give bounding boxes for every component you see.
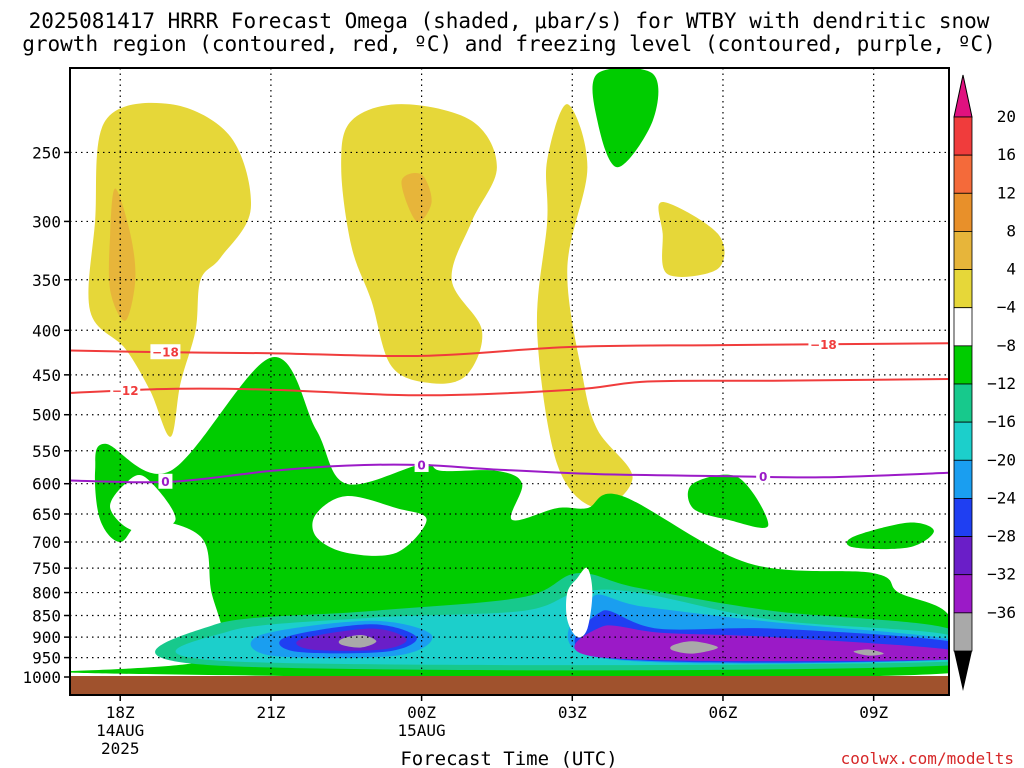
colorbar-bottom-arrow — [954, 651, 972, 691]
y-tick-label-400: 400 — [32, 321, 61, 340]
y-tick-label-850: 850 — [32, 607, 61, 626]
x-tick-label-0-2: 2025 — [101, 739, 140, 758]
x-tick-label-15-0: 09Z — [859, 703, 888, 722]
x-tick-label-12-0: 06Z — [709, 703, 738, 722]
contour-0 — [70, 463, 949, 484]
y-tick-label-900: 900 — [32, 628, 61, 647]
y-tick-label-800: 800 — [32, 584, 61, 603]
colorbar-label-8: −16 — [987, 412, 1016, 431]
y-tick-label-600: 600 — [32, 475, 61, 494]
omega-region-17 — [338, 634, 377, 648]
y-tick-label-750: 750 — [32, 559, 61, 578]
x-tick-label-6-1: 15AUG — [398, 721, 446, 740]
colorbar-swatch-0 — [953, 116, 973, 156]
colorbar-label-3: 8 — [1006, 221, 1016, 240]
plot-area: −18 −18 −12 0 0 0 — [69, 67, 950, 696]
ground-surface — [70, 676, 949, 695]
x-tick-label-3-0: 21Z — [256, 703, 285, 722]
colorbar-swatch-5 — [953, 307, 973, 347]
colorbar-label-7: −12 — [987, 374, 1016, 393]
contour-label-bg--18-0 — [150, 344, 181, 360]
contour-label-bg--12-0 — [110, 382, 141, 398]
y-tick-label-700: 700 — [32, 533, 61, 552]
contour-label-bg--18-1 — [808, 336, 839, 352]
colorbar-label-12: −32 — [987, 565, 1016, 584]
y-tick-label-500: 500 — [32, 406, 61, 425]
omega-island-1 — [687, 474, 769, 528]
x-tick-label-0-0: 18Z — [106, 703, 135, 722]
omega-region-2 — [341, 104, 497, 384]
omega-region-0 — [88, 102, 252, 437]
contour-label-bg-0-1 — [414, 456, 429, 472]
colorbar-label-2: 12 — [997, 183, 1016, 202]
omega-region-4 — [536, 104, 633, 509]
colorbar-swatch-2 — [953, 192, 973, 232]
y-tick-label-650: 650 — [32, 505, 61, 524]
omega-region-8 — [70, 357, 949, 679]
contour-label--12-0: −12 — [112, 384, 139, 398]
contour--12 — [70, 378, 949, 397]
y-tick-label-550: 550 — [32, 442, 61, 461]
colorbar-swatch-6 — [953, 345, 973, 385]
colorbar-label-6: −8 — [997, 336, 1016, 355]
contour-label--18-1: −18 — [810, 338, 837, 352]
y-tick-label-300: 300 — [32, 212, 61, 231]
y-tick-label-1000: 1000 — [22, 668, 61, 687]
y-axis: 250 300 350 400 450 500 550 600 650 700 750 800 850 9… — [22, 143, 70, 687]
colorbar-swatch-9 — [953, 459, 973, 499]
omega-region-3 — [401, 173, 432, 222]
contour-label-bg-0-0 — [158, 473, 173, 489]
omega-hole-1 — [110, 475, 176, 532]
site-credit: coolwx.com/modelts — [841, 749, 1014, 768]
chart-title-line-1: 2025081417 HRRR Forecast Omega (shaded, … — [29, 9, 990, 33]
colorbar-swatch-7 — [953, 383, 973, 423]
contour-label--18-0: −18 — [152, 346, 179, 360]
colorbar-swatch-13 — [953, 612, 973, 652]
contour-label-0-1: 0 — [417, 458, 425, 472]
x-tick-label-6-0: 00Z — [407, 703, 436, 722]
colorbar-label-5: −4 — [997, 298, 1016, 317]
colorbar-swatch-3 — [953, 231, 973, 270]
colorbar-swatch-4 — [953, 269, 973, 309]
colorbar-label-9: −20 — [987, 450, 1016, 469]
omega-region-19 — [853, 649, 884, 656]
colorbar-swatch-12 — [953, 574, 973, 614]
colorbar-label-1: 16 — [997, 145, 1016, 164]
colorbar-label-10: −24 — [987, 488, 1016, 507]
colorbar-swatch-11 — [953, 536, 973, 576]
colorbar-top-arrow — [953, 74, 973, 118]
x-axis-title: Forecast Time (UTC) — [400, 748, 617, 768]
contour-label-bg-0-2 — [756, 468, 771, 484]
y-tick-label-950: 950 — [32, 649, 61, 668]
omega-region-5 — [658, 202, 725, 277]
colorbar-swatch-10 — [953, 498, 973, 537]
colorbar-label-4: 4 — [1006, 260, 1016, 279]
y-tick-label-450: 450 — [32, 366, 61, 385]
colorbar-swatch-1 — [953, 154, 973, 194]
plot-frame — [69, 67, 950, 696]
omega-region-18 — [670, 641, 718, 654]
omega-region-1 — [108, 188, 136, 321]
chart-title-line-2: growth region (contoured, red, ºC) and f… — [22, 32, 996, 56]
colorbar-label-11: −28 — [987, 527, 1016, 546]
colorbar-label-0: 20 — [997, 107, 1016, 126]
omega-hole-2 — [312, 496, 427, 556]
contour-label-0-2: 0 — [759, 470, 767, 484]
colorbar: 20 16 12 8 4 −4 −8 −12 −16 −20 −24 −28 −32 −36 — [953, 74, 1016, 691]
omega-island-0 — [428, 477, 503, 538]
x-tick-label-0-1: 14AUG — [96, 721, 144, 740]
omega-shading — [70, 68, 949, 679]
y-tick-label-350: 350 — [32, 271, 61, 290]
x-tick-label-9-0: 03Z — [558, 703, 587, 722]
colorbar-label-13: −36 — [987, 603, 1016, 622]
contour-label-0-0: 0 — [161, 475, 169, 489]
temperature-contours: −18 −18 −12 0 0 0 — [70, 336, 949, 489]
y-tick-label-250: 250 — [32, 143, 61, 162]
omega-region-7 — [592, 68, 659, 168]
colorbar-swatch-8 — [953, 421, 973, 461]
